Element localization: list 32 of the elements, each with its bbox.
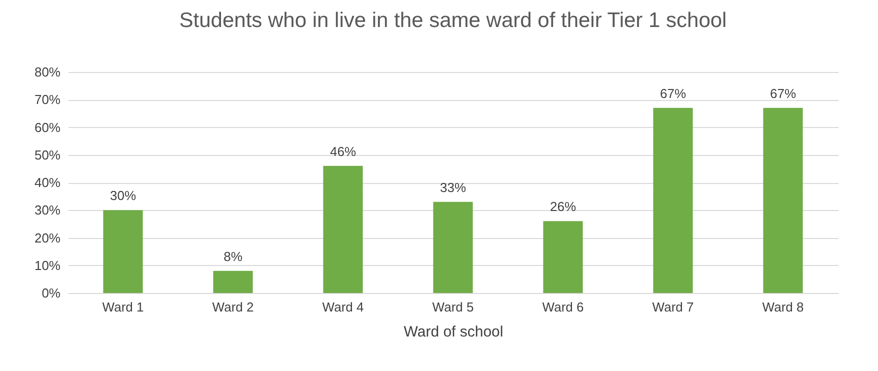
data-label: 26%	[550, 199, 576, 214]
y-tick-label: 40%	[34, 175, 61, 190]
x-tick-label: Ward 4	[322, 300, 364, 314]
chart-title: Students who in live in the same ward of their Tier 1 school	[179, 9, 727, 32]
bar	[213, 270, 253, 293]
y-tick-label: 70%	[34, 92, 61, 108]
y-tick-label: 50%	[34, 147, 61, 162]
x-tick-label: Ward 2	[212, 300, 254, 314]
bar	[323, 166, 363, 293]
data-label: 33%	[440, 180, 466, 195]
data-label: 30%	[110, 188, 136, 204]
bar	[543, 221, 583, 293]
bar	[103, 210, 143, 293]
x-axis-title: Ward of school	[404, 324, 504, 340]
x-tick-label: Ward 8	[762, 300, 804, 314]
y-tick-label: 30%	[34, 202, 61, 218]
y-tick-label: 60%	[34, 120, 61, 135]
y-tick-label: 0%	[42, 286, 61, 300]
data-label: 67%	[770, 86, 796, 101]
data-label: 46%	[330, 144, 356, 159]
bar	[653, 108, 693, 293]
x-tick-label: Ward 7	[652, 300, 694, 314]
y-tick-label: 20%	[34, 230, 61, 246]
x-tick-label: Ward 5	[432, 300, 474, 314]
y-tick-label: 80%	[34, 64, 61, 80]
x-tick-label: Ward 6	[542, 300, 584, 314]
bar	[433, 202, 473, 293]
data-label: 67%	[660, 86, 686, 101]
data-label: 8%	[224, 248, 243, 264]
x-tick-label: Ward 1	[102, 300, 144, 314]
y-tick-label: 10%	[34, 258, 61, 273]
bar	[763, 108, 803, 293]
